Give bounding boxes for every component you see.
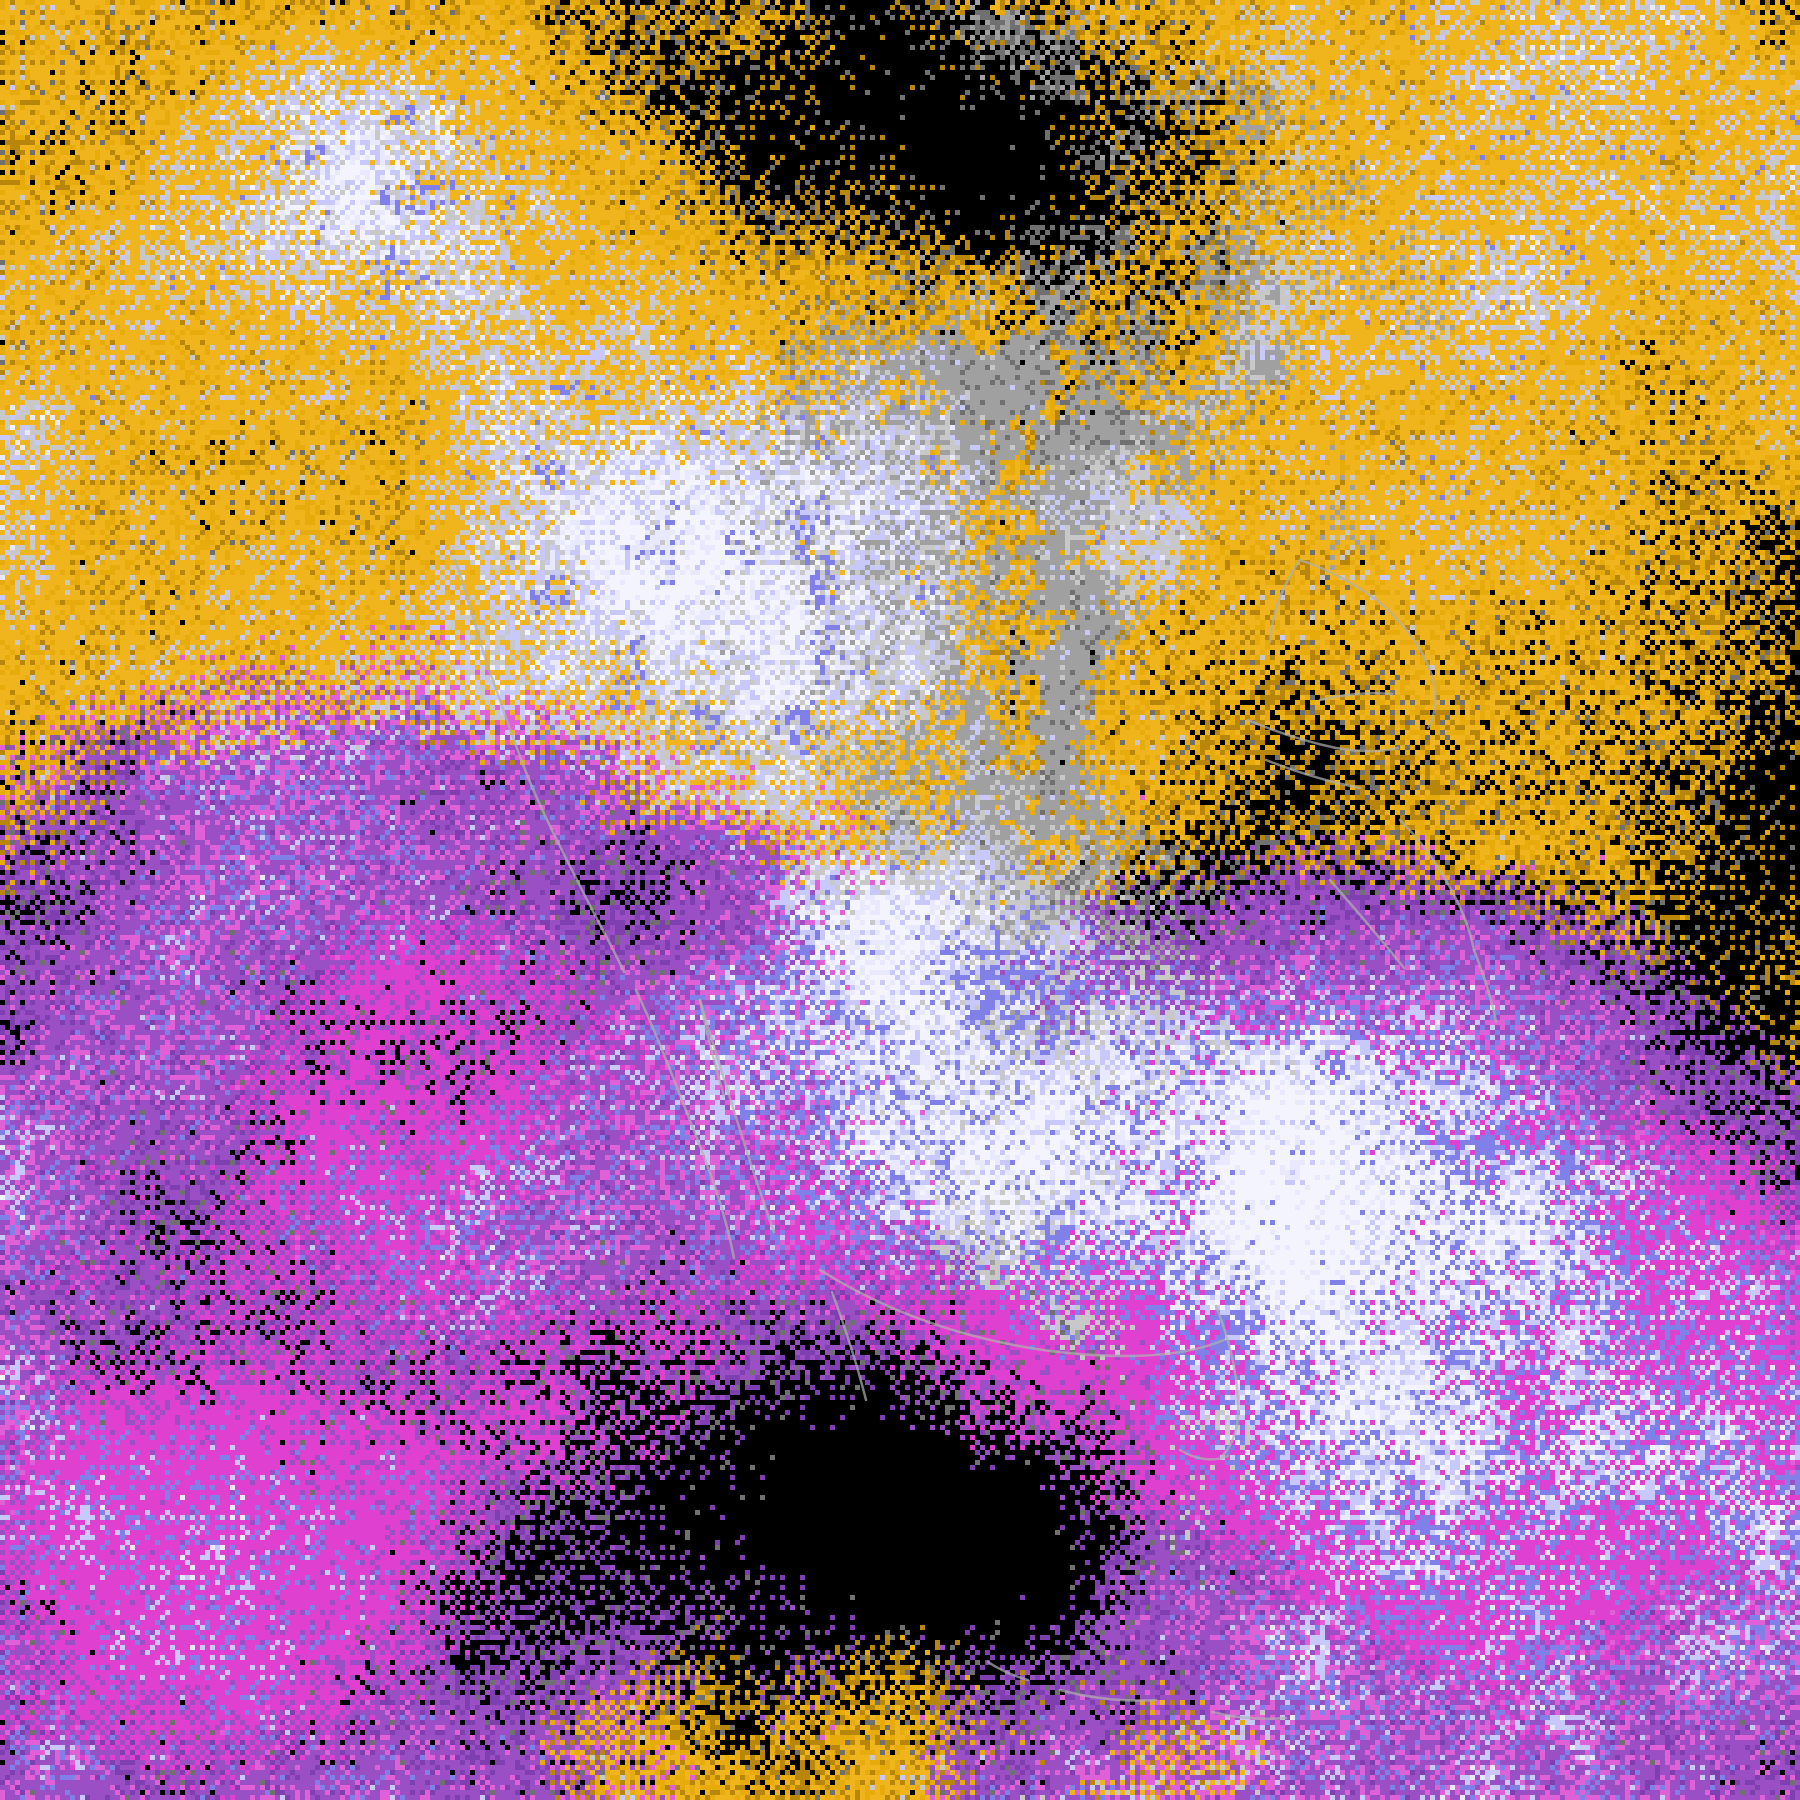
- false-color-raster-layer: [0, 0, 1800, 1800]
- satellite-image-viewport: [0, 0, 1800, 1800]
